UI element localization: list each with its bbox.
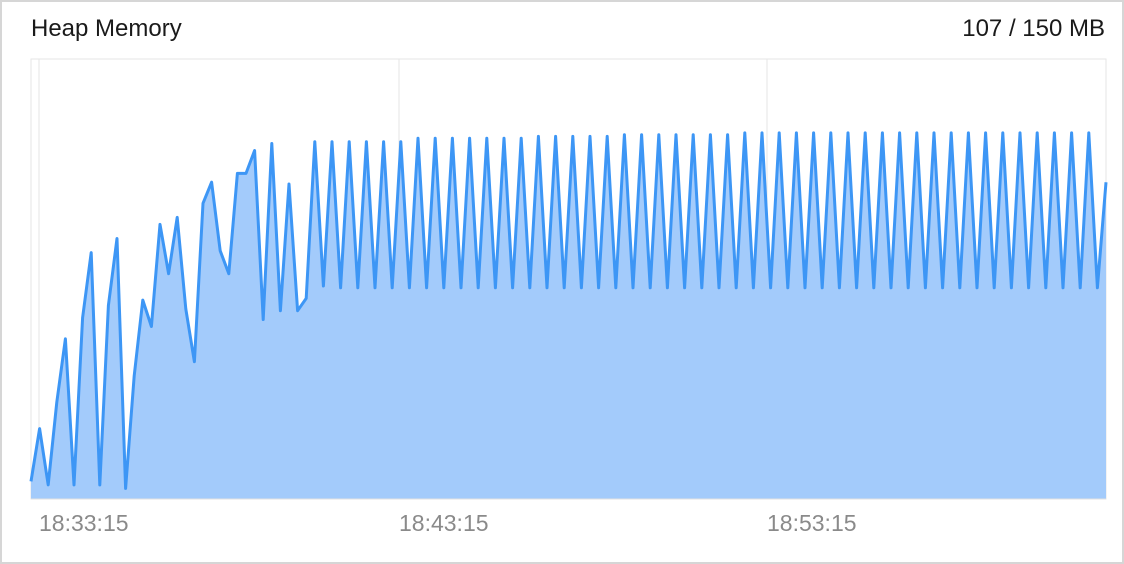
memory-readout: 107 / 150 MB — [962, 15, 1105, 42]
x-tick-label: 18:53:15 — [767, 510, 857, 536]
heap-area-fill — [31, 132, 1106, 499]
panel-title: Heap Memory — [31, 15, 182, 42]
x-tick-label: 18:33:15 — [39, 510, 129, 536]
heap-series-line — [29, 131, 1108, 490]
x-tick-label: 18:43:15 — [399, 510, 489, 536]
